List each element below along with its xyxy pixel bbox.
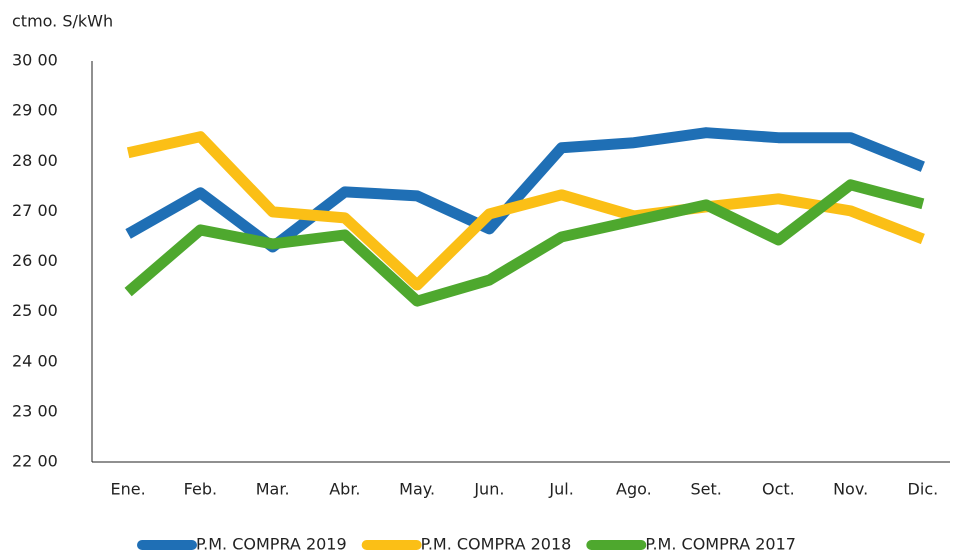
x-tick-label: Oct. [762, 480, 795, 499]
y-tick-label: 28 00 [12, 151, 58, 170]
y-tick-label: 27 00 [12, 201, 58, 220]
legend-label: P.M. COMPRA 2017 [645, 535, 796, 554]
y-tick-label: 29 00 [12, 101, 58, 120]
y-tick-label: 30 00 [12, 51, 58, 70]
x-tick-label: Jun. [473, 480, 504, 499]
legend-label: P.M. COMPRA 2018 [421, 535, 572, 554]
x-tick-label: May. [399, 480, 435, 499]
series-line [126, 131, 925, 291]
y-tick-label: 22 00 [12, 452, 58, 471]
x-tick-label: Ago. [616, 480, 652, 499]
x-tick-label: Abr. [329, 480, 360, 499]
series-line [124, 179, 925, 307]
y-tick-label: 25 00 [12, 301, 58, 320]
x-tick-label: Nov. [833, 480, 868, 499]
y-tick-label: 24 00 [12, 351, 58, 370]
x-tick-label: Mar. [256, 480, 290, 499]
x-tick-label: Dic. [908, 480, 939, 499]
x-tick-label: Ene. [111, 480, 146, 499]
x-tick-label: Jul. [548, 480, 573, 499]
x-tick-label: Set. [690, 480, 721, 499]
y-tick-label: 26 00 [12, 251, 58, 270]
y-tick-label: 23 00 [12, 401, 58, 420]
x-tick-label: Feb. [184, 480, 217, 499]
y-axis-label: ctmo. S/kWh [12, 12, 113, 31]
legend-label: P.M. COMPRA 2019 [196, 535, 347, 554]
